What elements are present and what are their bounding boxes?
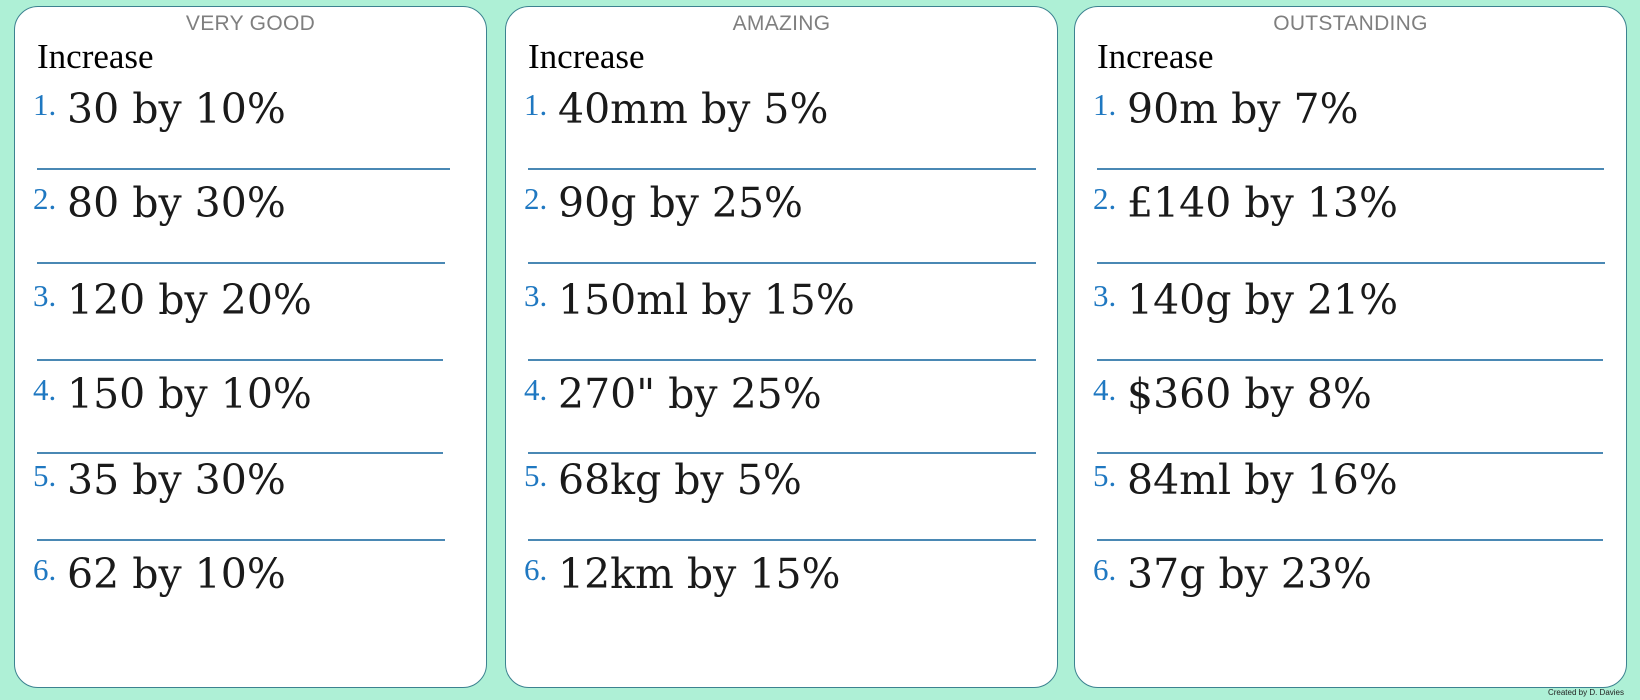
question-text: 37g by 23% (1127, 550, 1373, 598)
answer-line (37, 359, 443, 361)
question-item: 5. 84ml by 16% (1093, 448, 1608, 508)
question-number: 6. (1093, 552, 1117, 587)
question-item: 1. 30 by 10% (33, 77, 468, 137)
question-number: 2. (1093, 181, 1117, 216)
question-item: 3. 140g by 21% (1093, 268, 1608, 328)
answer-line (37, 262, 445, 264)
answer-line (37, 539, 445, 541)
question-number: 5. (1093, 458, 1117, 493)
answer-line (528, 168, 1036, 170)
question-item: 4. $360 by 8% (1093, 362, 1608, 422)
question-number: 4. (524, 372, 548, 407)
question-text: 30 by 10% (67, 85, 286, 133)
question-number: 1. (1093, 87, 1117, 122)
card-amazing: AMAZING Increase 1. 40mm by 5% 2. 90g by… (505, 6, 1058, 688)
question-item: 2. £140 by 13% (1093, 171, 1608, 231)
question-text: 68kg by 5% (558, 456, 802, 504)
card-heading: VERY GOOD (185, 12, 316, 35)
question-text: 12km by 15% (558, 550, 841, 598)
question-text: 90g by 25% (558, 179, 804, 227)
question-number: 3. (524, 278, 548, 313)
answer-line (1097, 539, 1603, 541)
question-text: 150ml by 15% (558, 276, 855, 324)
question-item: 3. 120 by 20% (33, 268, 468, 328)
question-item: 5. 35 by 30% (33, 448, 468, 508)
answer-line (528, 262, 1036, 264)
question-text: 84ml by 16% (1127, 456, 1398, 504)
question-text: 140g by 21% (1127, 276, 1399, 324)
question-number: 2. (33, 181, 57, 216)
question-number: 1. (33, 87, 57, 122)
question-item: 1. 90m by 7% (1093, 77, 1608, 137)
question-text: $360 by 8% (1127, 370, 1372, 418)
answer-line (37, 168, 450, 170)
question-number: 6. (33, 552, 57, 587)
question-text: 40mm by 5% (558, 85, 829, 133)
question-number: 5. (524, 458, 548, 493)
question-item: 6. 12km by 15% (524, 542, 1039, 602)
card-title: Increase (37, 37, 154, 76)
answer-line (1097, 452, 1603, 454)
question-text: 120 by 20% (67, 276, 312, 324)
answer-line (1097, 262, 1605, 264)
question-number: 3. (33, 278, 57, 313)
answer-line (1097, 359, 1603, 361)
card-heading: OUTSTANDING (1273, 12, 1428, 35)
card-heading: AMAZING (732, 12, 831, 35)
question-item: 1. 40mm by 5% (524, 77, 1039, 137)
question-item: 6. 37g by 23% (1093, 542, 1608, 602)
question-text: 90m by 7% (1127, 85, 1359, 133)
card-title: Increase (1097, 37, 1214, 76)
question-item: 5. 68kg by 5% (524, 448, 1039, 508)
question-item: 2. 80 by 30% (33, 171, 468, 231)
question-text: 62 by 10% (67, 550, 286, 598)
question-number: 2. (524, 181, 548, 216)
question-text: 270" by 25% (558, 370, 822, 418)
card-title: Increase (528, 37, 645, 76)
card-outstanding: OUTSTANDING Increase 1. 90m by 7% 2. £14… (1074, 6, 1627, 688)
question-item: 4. 150 by 10% (33, 362, 468, 422)
answer-line (528, 539, 1036, 541)
question-item: 3. 150ml by 15% (524, 268, 1039, 328)
question-number: 6. (524, 552, 548, 587)
creator-credit: Created by D. Davies (1547, 688, 1624, 697)
answer-line (37, 452, 443, 454)
question-number: 4. (33, 372, 57, 407)
question-item: 6. 62 by 10% (33, 542, 468, 602)
question-item: 4. 270" by 25% (524, 362, 1039, 422)
card-very-good: VERY GOOD Increase 1. 30 by 10% 2. 80 by… (14, 6, 487, 688)
answer-line (528, 359, 1036, 361)
question-number: 4. (1093, 372, 1117, 407)
question-number: 5. (33, 458, 57, 493)
question-text: £140 by 13% (1127, 179, 1398, 227)
question-text: 80 by 30% (67, 179, 286, 227)
question-number: 3. (1093, 278, 1117, 313)
answer-line (528, 452, 1036, 454)
question-text: 150 by 10% (67, 370, 312, 418)
answer-line (1097, 168, 1604, 170)
question-text: 35 by 30% (67, 456, 286, 504)
question-number: 1. (524, 87, 548, 122)
question-item: 2. 90g by 25% (524, 171, 1039, 231)
